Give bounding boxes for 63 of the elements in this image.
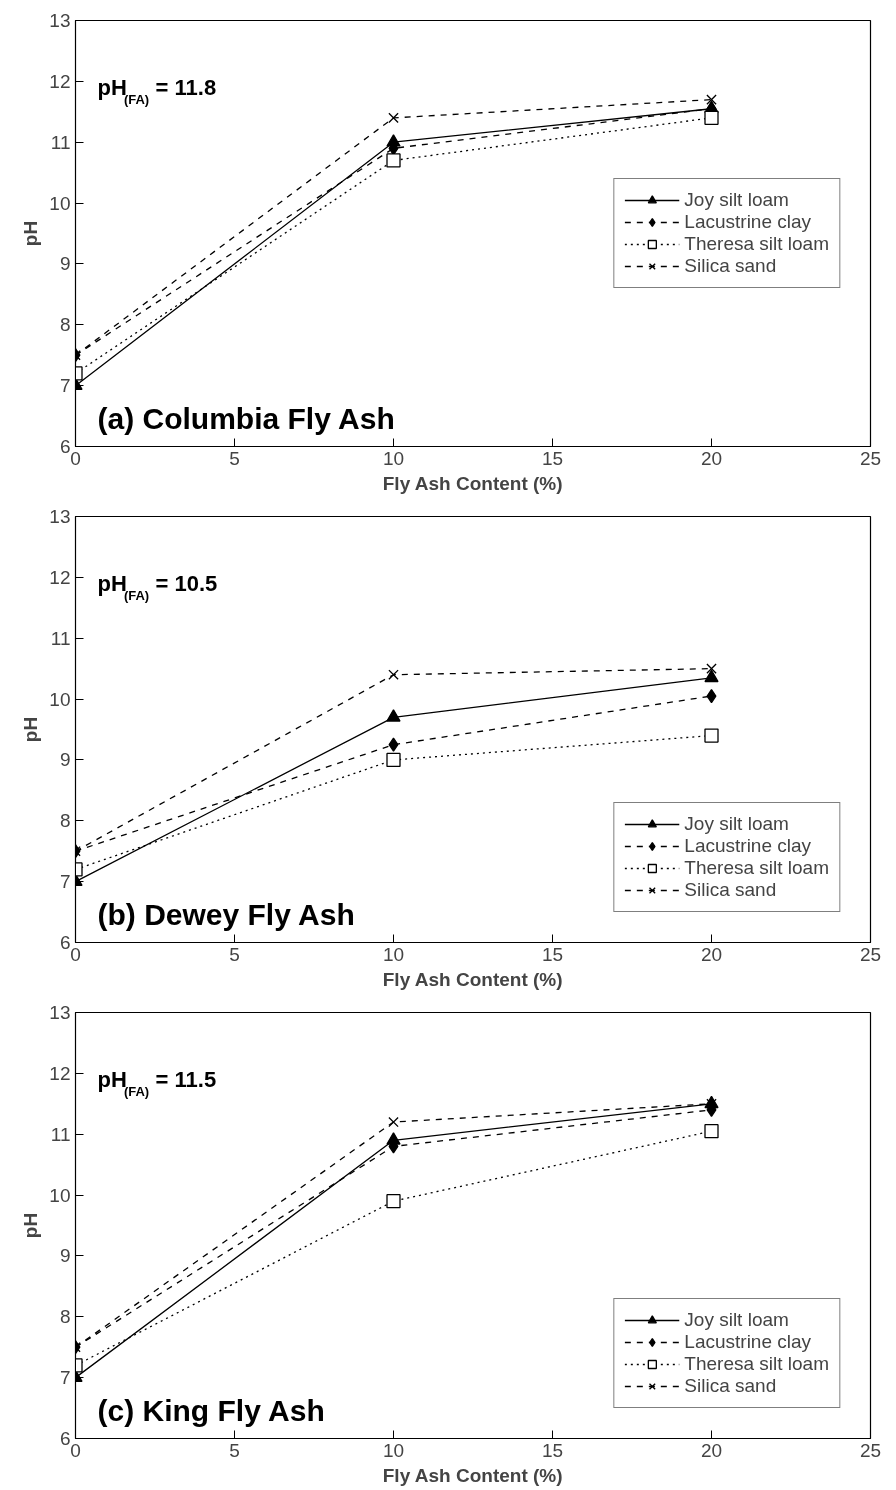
- x-axis-title: Fly Ash Content (%): [382, 968, 563, 990]
- x-tick-label: 5: [229, 447, 240, 469]
- y-tick-label: 13: [49, 10, 71, 31]
- x-tick-label: 0: [70, 943, 81, 965]
- x-tick-label: 20: [700, 1439, 723, 1461]
- y-tick-label: 9: [59, 749, 71, 771]
- legend-label: Silica sand: [684, 879, 777, 901]
- legend-label: Joy silt loam: [684, 813, 789, 835]
- y-tick-label: 11: [50, 1123, 71, 1145]
- x-tick-label: 25: [859, 447, 882, 469]
- legend-label: Lacustrine clay: [684, 835, 812, 857]
- y-tick-label: 13: [49, 1002, 71, 1023]
- x-tick-label: 20: [700, 943, 723, 965]
- y-tick-label: 9: [59, 1245, 71, 1267]
- y-tick-label: 8: [59, 810, 71, 832]
- x-tick-label: 15: [541, 447, 564, 469]
- x-tick-label: 25: [859, 1439, 882, 1461]
- x-axis-title: Fly Ash Content (%): [382, 472, 563, 494]
- x-axis-title: Fly Ash Content (%): [382, 1464, 563, 1486]
- y-tick-label: 11: [50, 627, 71, 649]
- x-tick-label: 20: [700, 447, 723, 469]
- x-tick-label: 0: [70, 447, 81, 469]
- y-axis-title: pH: [20, 716, 42, 743]
- legend-label: Theresa silt loam: [684, 857, 829, 879]
- y-tick-label: 8: [59, 1306, 71, 1328]
- legend-label: Silica sand: [684, 1375, 777, 1397]
- y-tick-label: 10: [49, 688, 71, 710]
- y-tick-label: 10: [49, 192, 71, 214]
- y-tick-label: 12: [49, 566, 71, 588]
- x-tick-label: 5: [229, 943, 240, 965]
- y-tick-label: 7: [59, 375, 71, 397]
- annotation: (c) King Fly Ash: [97, 1393, 325, 1427]
- x-tick-label: 10: [382, 447, 405, 469]
- legend-label: Joy silt loam: [684, 1309, 789, 1331]
- annotation: (b) Dewey Fly Ash: [97, 897, 355, 931]
- y-tick-label: 7: [59, 1367, 71, 1389]
- y-tick-label: 8: [59, 314, 71, 336]
- y-tick-label: 9: [59, 253, 71, 275]
- x-tick-label: 0: [70, 1439, 81, 1461]
- legend-label: Theresa silt loam: [684, 233, 829, 255]
- legend-label: Lacustrine clay: [684, 1331, 812, 1353]
- annotation: (a) Columbia Fly Ash: [97, 401, 395, 435]
- y-tick-label: 6: [59, 436, 71, 457]
- y-tick-label: 6: [59, 1428, 71, 1449]
- x-tick-label: 5: [229, 1439, 240, 1461]
- legend-label: Theresa silt loam: [684, 1353, 829, 1375]
- y-tick-label: 12: [49, 70, 71, 92]
- y-tick-label: 10: [49, 1184, 71, 1206]
- x-tick-label: 25: [859, 943, 882, 965]
- y-tick-label: 7: [59, 871, 71, 893]
- legend-label: Joy silt loam: [684, 189, 789, 211]
- x-tick-label: 15: [541, 943, 564, 965]
- y-tick-label: 13: [49, 506, 71, 527]
- legend-label: Silica sand: [684, 255, 777, 277]
- legend-label: Lacustrine clay: [684, 211, 812, 233]
- y-axis-title: pH: [20, 220, 42, 247]
- x-tick-label: 15: [541, 1439, 564, 1461]
- y-tick-label: 11: [50, 131, 71, 153]
- y-axis-title: pH: [20, 1212, 42, 1239]
- y-tick-label: 6: [59, 932, 71, 953]
- x-tick-label: 10: [382, 943, 405, 965]
- x-tick-label: 10: [382, 1439, 405, 1461]
- y-tick-label: 12: [49, 1062, 71, 1084]
